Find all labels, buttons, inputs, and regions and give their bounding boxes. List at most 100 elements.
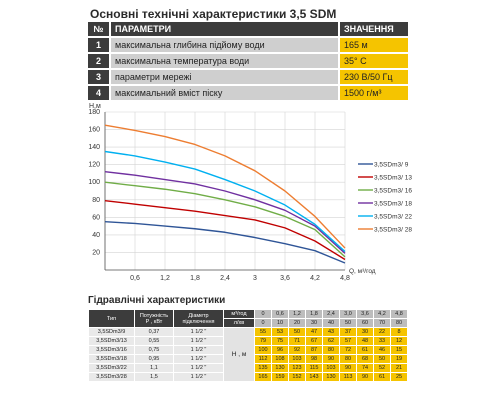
series-line	[104, 170, 346, 254]
hydraulic-type: 3,5SDm3/9	[88, 327, 135, 337]
hydraulic-q-value: 3,6	[356, 309, 374, 319]
hydraulic-h-value: 57	[339, 336, 357, 346]
hydraulic-col-type: Тип	[88, 309, 135, 328]
hydraulic-type: 3,5SDm3/16	[88, 345, 135, 355]
spec-col-num: №	[88, 22, 111, 38]
hydraulic-q-value: 2,4	[322, 309, 340, 319]
y-tick-label: 60	[92, 214, 100, 221]
legend-label: 3,5SDm3/ 28	[374, 227, 412, 234]
x-axis-label: Q, м³/год	[349, 268, 376, 275]
hydraulic-h-value: 72	[339, 345, 357, 355]
spec-table: № ПАРАМЕТРИ ЗНАЧЕННЯ 1 максимальна глиби…	[88, 22, 408, 102]
spec-row-value: 1500 г/м³	[339, 85, 408, 102]
hydraulic-type: 3,5SDm3/18	[88, 354, 135, 364]
hydraulic-h-value: 108	[271, 354, 289, 364]
hydraulic-q-value: 1,8	[305, 309, 323, 319]
hydraulic-q-value: 4,2	[373, 309, 391, 319]
x-tick-label: 4,8	[340, 275, 350, 282]
hydraulic-type: 3,5SDm3/28	[88, 372, 135, 382]
performance-chart: 20 40 60 80 100 120 140 160 180 0,6 1,2 1,8 2,4 3 3,6 4…	[88, 103, 412, 282]
hydraulic-q-value: 70	[373, 318, 391, 328]
legend-label: 3,5SDm3/ 16	[374, 188, 412, 195]
hydraulic-h-value: 61	[373, 372, 391, 382]
spec-row-value: 165 м	[339, 37, 408, 54]
legend-label: 3,5SDm3/ 18	[374, 201, 412, 208]
spec-row: 4 максимальний вміст піску 1500 г/м³	[88, 85, 408, 102]
hydraulic-diameter: 1 1/2 "	[173, 363, 224, 373]
table-row: 3,5SDm3/9 0,37 1 1/2 " Н , м 55 53 50 47 43 37 30 2…	[88, 327, 408, 382]
table-row: 3,5SDm3/28 1,5 1 1/2 " 165 159 152 143 130 113 90…	[88, 372, 408, 382]
table-row: 3,5SDm3/18 0,95 1 1/2 " 112 108 103 98 90 80 68 50…	[88, 354, 408, 364]
x-tick-label: 1,2	[160, 275, 170, 282]
hydraulic-q-value: 20	[288, 318, 306, 328]
hydraulic-h-value: 103	[288, 354, 306, 364]
hydraulic-type: 3,5SDm3/13	[88, 336, 135, 346]
hydraulic-h-value: 130	[271, 363, 289, 373]
hydraulic-h-value: 96	[271, 345, 289, 355]
y-tick-label: 100	[88, 179, 100, 186]
hydraulic-h-value: 50	[373, 354, 391, 364]
spec-row: 2 максимальна температура води 35° С	[88, 53, 408, 70]
hydraulic-col-diameter: Діаметр підключення	[173, 309, 224, 328]
spec-row-num: 2	[88, 53, 111, 70]
y-axis-label: H,м	[89, 103, 101, 110]
hydraulic-h-value: 152	[288, 372, 306, 382]
hydraulic-power: 1,1	[134, 363, 174, 373]
hydraulic-q-label: м³/год	[223, 309, 255, 319]
hydraulic-h-value: 98	[305, 354, 323, 364]
page-title: Основні технічні характеристики 3,5 SDM	[90, 7, 337, 21]
legend-label: 3,5SDm3/ 13	[374, 175, 412, 182]
hydraulic-h-value: 71	[288, 336, 306, 346]
hydraulic-h-value: 135	[254, 363, 272, 373]
spec-row-num: 4	[88, 85, 111, 102]
hydraulic-h-value: 159	[271, 372, 289, 382]
x-tick-label: 3,6	[280, 275, 290, 282]
series-line	[104, 221, 346, 264]
hydraulic-h-value: 74	[356, 363, 374, 373]
hydraulic-h-value: 90	[339, 363, 357, 373]
hydraulic-h-value: 8	[390, 327, 408, 337]
hydraulic-h-value: 79	[254, 336, 272, 346]
hydraulic-h-value: 19	[390, 354, 408, 364]
spec-row-param: максимальна температура води	[110, 53, 340, 70]
y-tick-label: 20	[92, 249, 100, 256]
spec-row-param: максимальний вміст піску	[110, 85, 340, 102]
legend-label: 3,5SDm3/ 9	[374, 162, 409, 169]
hydraulic-h-value: 22	[373, 327, 391, 337]
hydraulic-q-value: 0	[254, 318, 272, 328]
hydraulic-h-value: 33	[373, 336, 391, 346]
hydraulic-h-value: 123	[288, 363, 306, 373]
hydraulic-title: Гідравлічні характеристики	[88, 295, 226, 306]
hydraulic-h-value: 80	[322, 345, 340, 355]
hydraulic-h-value: 130	[322, 372, 340, 382]
hydraulic-h-value: 50	[288, 327, 306, 337]
spec-col-param: ПАРАМЕТРИ	[110, 22, 340, 38]
hydraulic-diameter: 1 1/2 "	[173, 354, 224, 364]
series-line	[104, 124, 346, 249]
x-tick-label: 3	[253, 275, 257, 282]
hydraulic-h-value: 62	[322, 336, 340, 346]
y-tick-label: 180	[88, 109, 100, 116]
hydraulic-h-value: 37	[339, 327, 357, 337]
hydraulic-q-value: 40	[322, 318, 340, 328]
hydraulic-q-value: 60	[356, 318, 374, 328]
hydraulic-q-value: 10	[271, 318, 289, 328]
hydraulic-h-value: 113	[339, 372, 357, 382]
spec-col-value: ЗНАЧЕННЯ	[339, 22, 408, 38]
hydraulic-h-value: 67	[305, 336, 323, 346]
hydraulic-h-value: 80	[339, 354, 357, 364]
hydraulic-h-value: 90	[322, 354, 340, 364]
hydraulic-h-value: 43	[322, 327, 340, 337]
x-tick-label: 0,6	[130, 275, 140, 282]
hydraulic-q-value: 4,8	[390, 309, 408, 319]
hydraulic-q-label: л/хв	[223, 318, 255, 328]
spec-row-param: параметри мережі	[110, 69, 340, 86]
hydraulic-h-value: 92	[288, 345, 306, 355]
hydraulic-power: 0,75	[134, 345, 174, 355]
x-tick-label: 2,4	[220, 275, 230, 282]
hydraulic-q-value: 30	[305, 318, 323, 328]
hydraulic-h-value: 143	[305, 372, 323, 382]
x-tick-label: 4,2	[310, 275, 320, 282]
hydraulic-h-value: 87	[305, 345, 323, 355]
hydraulic-h-value: 112	[254, 354, 272, 364]
